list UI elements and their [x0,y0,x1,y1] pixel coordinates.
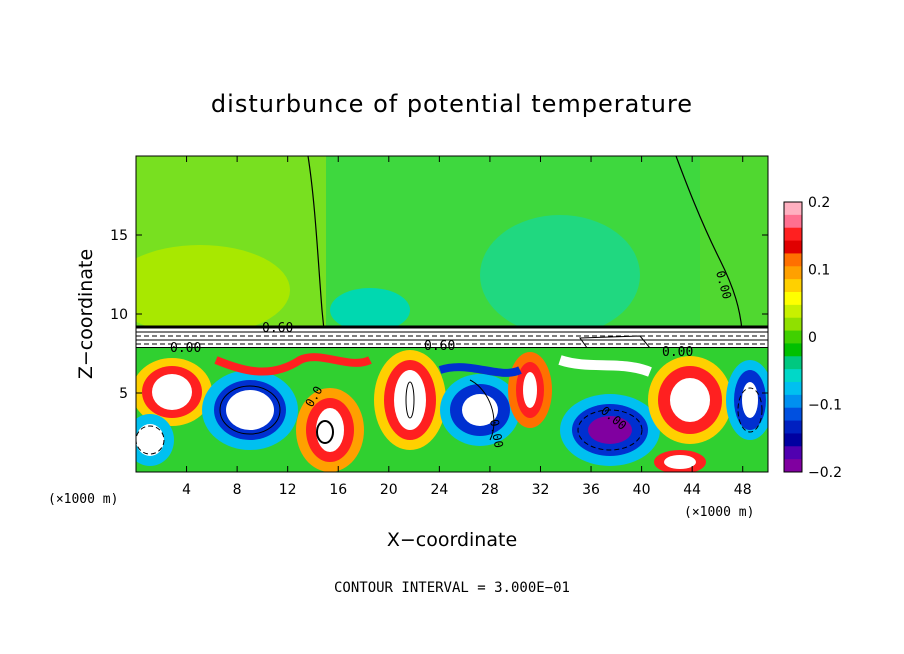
x-axis-title: X−coordinate [387,529,517,551]
x-tick-label: 44 [683,482,701,498]
lower-contours [136,379,763,455]
colorbar-segment [784,356,802,370]
x-tick-label: 4 [182,482,191,498]
colorbar-segment [784,292,802,306]
colorbar-segment [784,279,802,293]
contour-label: 0.00 [487,418,506,449]
colorbar-tick-label: −0.1 [808,398,842,414]
colorbar: 0.2 0.1 0 −0.1 −0.2 [783,195,842,481]
colorbar-segment [784,459,802,473]
x-tick-label: 24 [430,482,448,498]
colorbar-segment [784,202,802,216]
colorbar-tick-label: 0.2 [808,195,830,211]
colorbar-segment [784,420,802,434]
x-tick-label: 20 [380,482,398,498]
contour-label: 0.00 [170,341,201,356]
colorbar-segment [784,253,802,267]
colorbar-segment [784,343,802,357]
y-tick-label: 5 [119,386,128,402]
colorbar-tick-label: −0.2 [808,465,842,481]
x-tick-label: 16 [329,482,347,498]
x-tick-label: 36 [582,482,600,498]
y-axis: 5 10 15 [110,228,768,402]
colorbar-segment [784,227,802,242]
convective-cells [136,350,768,472]
contour-interval-note: CONTOUR INTERVAL = 3.000E−01 [334,580,570,596]
colorbar-segment [784,214,802,229]
colorbar-frame [783,201,803,473]
colorbar-segment [784,407,802,422]
x-tick-label: 48 [734,482,752,498]
y-tick-label: 15 [110,228,128,244]
colorbar-segment [784,317,802,332]
colorbar-segment [784,330,802,344]
colorbar-segment [784,369,802,383]
colorbar-segment [784,433,802,447]
x-tick-label: 8 [233,482,242,498]
upper-right-region [700,156,768,336]
x-tick-label: 12 [279,482,297,498]
contour-line-upper-2 [675,156,743,331]
contour-label: 0.00 [662,345,693,360]
upper-left-warm-core [136,245,290,335]
colorbar-segment [784,240,802,254]
x-unit-label: (×1000 m) [684,505,754,520]
x-axis: 4 8 12 16 20 24 28 32 36 40 44 48 [182,156,752,498]
plot-area [136,156,768,472]
colorbar-tick-label: 0 [808,330,817,346]
x-tick-label: 40 [633,482,651,498]
y-tick-label: 10 [110,307,128,323]
y-unit-label: (×1000 m) [48,492,118,507]
contour-line-upper-1 [307,156,325,331]
colorbar-segment [784,304,802,319]
colorbar-tick-label: 0.1 [808,263,830,279]
colorbar-segment [784,266,802,280]
x-tick-label: 28 [481,482,499,498]
colorbar-segment [784,446,802,460]
colorbar-segment [784,382,802,396]
x-tick-label: 32 [532,482,550,498]
chart-title: disturbunce of potential temperature [211,90,693,118]
contour-label: 0.60 [424,339,455,354]
y-axis-title: Z−coordinate [75,249,97,379]
upper-cool-patch [480,215,640,335]
colorbar-segment [784,394,802,409]
upper-cool-patch-2 [330,288,410,332]
contour-label: 0.60 [262,321,293,336]
